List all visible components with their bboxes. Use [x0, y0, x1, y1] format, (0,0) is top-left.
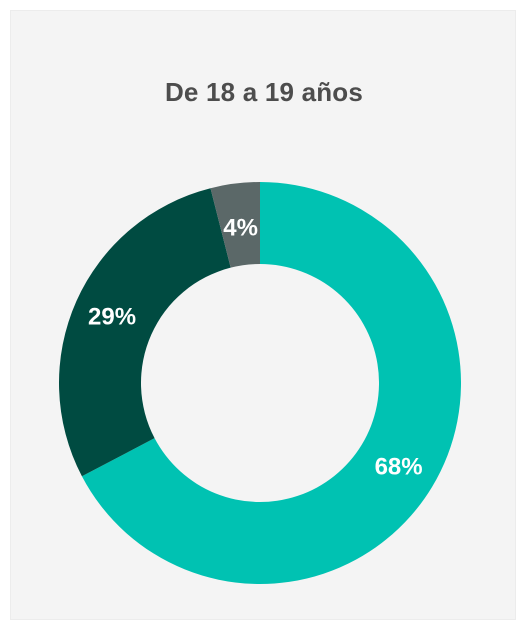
donut-slice-68	[81, 182, 462, 584]
slice-label-68: 68%	[375, 453, 423, 480]
slice-label-29: 29%	[88, 303, 136, 330]
donut-slice-4	[210, 182, 260, 268]
slice-label-4: 4%	[223, 215, 258, 242]
chart-title: De 18 a 19 años	[164, 77, 364, 107]
donut-slice-29	[59, 188, 231, 477]
